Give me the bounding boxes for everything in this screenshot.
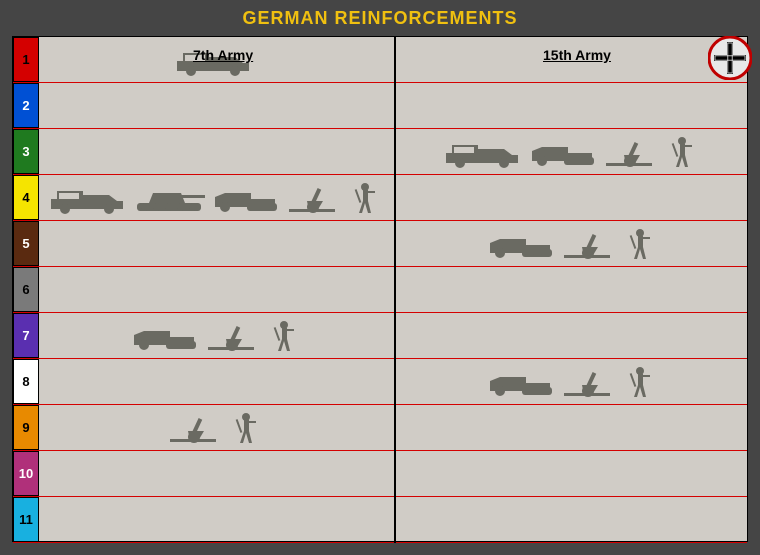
table-row: 6 bbox=[13, 267, 747, 313]
table-row: 11 bbox=[13, 497, 747, 543]
infantry-icon bbox=[234, 411, 260, 445]
turn-number: 5 bbox=[13, 221, 39, 266]
infantry-icon bbox=[272, 319, 298, 353]
table-row: 8 bbox=[13, 359, 747, 405]
cell-7th-army bbox=[39, 313, 394, 358]
cell-7th-army bbox=[39, 83, 394, 128]
reinforcement-board: 7th Army 15th Army 1234567891011 bbox=[12, 36, 748, 542]
cell-7th-army bbox=[39, 221, 394, 266]
halftrack-icon bbox=[211, 181, 281, 215]
cell-7th-army bbox=[39, 405, 394, 450]
turn-number: 7 bbox=[13, 313, 39, 358]
turn-number: 10 bbox=[13, 451, 39, 496]
cell-15th-army bbox=[396, 129, 749, 174]
table-row: 2 bbox=[13, 83, 747, 129]
table-row: 7 bbox=[13, 313, 747, 359]
army-header-right: 15th Army bbox=[543, 47, 611, 63]
truck-icon bbox=[49, 181, 127, 215]
cell-15th-army bbox=[396, 175, 749, 220]
cell-7th-army bbox=[39, 451, 394, 496]
turn-number: 2 bbox=[13, 83, 39, 128]
page-title: GERMAN REINFORCEMENTS bbox=[0, 0, 760, 29]
table-row: 9 bbox=[13, 405, 747, 451]
gun-icon bbox=[206, 319, 266, 353]
turn-number: 11 bbox=[13, 497, 39, 542]
truck-icon bbox=[444, 135, 522, 169]
gun-icon bbox=[562, 227, 622, 261]
army-divider bbox=[394, 37, 396, 543]
infantry-icon bbox=[670, 135, 696, 169]
table-row: 3 bbox=[13, 129, 747, 175]
cell-7th-army bbox=[39, 175, 394, 220]
gun-icon bbox=[287, 181, 347, 215]
table-row: 5 bbox=[13, 221, 747, 267]
halftrack-icon bbox=[486, 227, 556, 261]
cell-15th-army bbox=[396, 497, 749, 542]
cell-15th-army bbox=[396, 313, 749, 358]
cell-15th-army bbox=[396, 359, 749, 404]
cell-7th-army bbox=[39, 129, 394, 174]
gun-icon bbox=[604, 135, 664, 169]
gun-icon bbox=[562, 365, 622, 399]
army-headers: 7th Army 15th Army bbox=[13, 37, 747, 83]
cell-7th-army bbox=[39, 267, 394, 312]
halftrack-icon bbox=[130, 319, 200, 353]
table-row: 10 bbox=[13, 451, 747, 497]
table-row: 4 bbox=[13, 175, 747, 221]
cell-7th-army bbox=[39, 497, 394, 542]
tank-icon bbox=[133, 181, 205, 215]
rows-container: 1234567891011 bbox=[13, 37, 747, 543]
army-header-left: 7th Army bbox=[193, 47, 253, 63]
cell-15th-army bbox=[396, 451, 749, 496]
turn-number: 4 bbox=[13, 175, 39, 220]
turn-number: 9 bbox=[13, 405, 39, 450]
faction-roundel-icon bbox=[708, 36, 752, 80]
gun-icon bbox=[168, 411, 228, 445]
cell-15th-army bbox=[396, 267, 749, 312]
cell-15th-army bbox=[396, 221, 749, 266]
turn-number: 6 bbox=[13, 267, 39, 312]
infantry-icon bbox=[628, 365, 654, 399]
halftrack-icon bbox=[486, 365, 556, 399]
infantry-icon bbox=[353, 181, 379, 215]
turn-number: 3 bbox=[13, 129, 39, 174]
cell-7th-army bbox=[39, 359, 394, 404]
halftrack-icon bbox=[528, 135, 598, 169]
cell-15th-army bbox=[396, 83, 749, 128]
cell-15th-army bbox=[396, 405, 749, 450]
infantry-icon bbox=[628, 227, 654, 261]
turn-number: 8 bbox=[13, 359, 39, 404]
